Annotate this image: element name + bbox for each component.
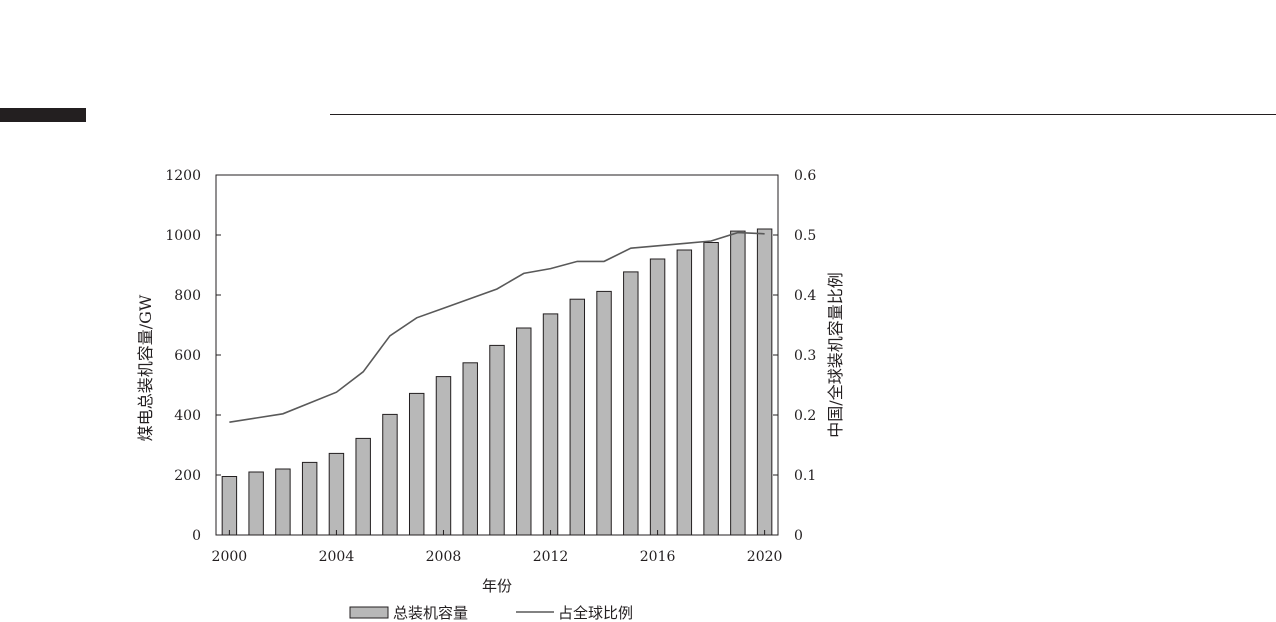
x-tick-label: 2012 (533, 549, 569, 565)
y-tick-label: 0 (192, 528, 201, 544)
bar (248, 471, 264, 536)
bar (516, 327, 532, 536)
x-axis-title: 年份 (482, 577, 512, 595)
bar (596, 290, 612, 536)
tick-labels: 0 200 400 600 800 1000 1200 0 0.1 0.2 0.3 0.4 0.5 0.6… (165, 168, 816, 565)
bar (569, 298, 586, 536)
y2-tick-label: 0.1 (794, 468, 816, 484)
plot-frame (215, 174, 779, 536)
x-tick-label: 2016 (640, 549, 676, 565)
y-tick-label: 1000 (165, 228, 201, 244)
bar (756, 228, 773, 536)
bar (703, 242, 719, 536)
legend-bar-swatch (349, 606, 389, 619)
y-tick-label: 600 (174, 348, 201, 364)
legend: 总装机容量 占全球比例 (349, 604, 633, 622)
share-line (229, 231, 765, 423)
axis-ticks (216, 174, 778, 536)
y2-axis-title: 中国/全球装机容量比例 (826, 272, 845, 437)
line-series (229, 231, 765, 423)
y2-tick-label: 0.5 (794, 228, 816, 244)
bar (301, 461, 318, 536)
bar (623, 271, 639, 536)
header-dark-tab (0, 108, 86, 122)
bar-series (221, 228, 773, 536)
header-rule (330, 114, 1276, 115)
bar (649, 258, 666, 536)
bar (355, 437, 371, 536)
y-tick-label: 1200 (165, 168, 201, 184)
bar (382, 413, 398, 536)
x-tick-label: 2000 (212, 549, 248, 565)
x-tick-label: 2020 (747, 549, 783, 565)
x-tick-label: 2004 (319, 549, 355, 565)
bar (328, 452, 345, 536)
y2-tick-label: 0 (794, 528, 803, 544)
bar (462, 362, 478, 536)
bar (542, 313, 559, 536)
bar (435, 376, 452, 536)
bar (408, 392, 425, 536)
x-tick-label: 2008 (426, 549, 462, 565)
bar (730, 230, 746, 536)
legend-line-label: 占全球比例 (558, 604, 633, 622)
y2-tick-label: 0.4 (794, 288, 816, 304)
bar (489, 344, 505, 536)
y2-tick-label: 0.3 (794, 348, 816, 364)
bar (676, 249, 693, 536)
bar (275, 468, 291, 536)
legend-bar-label: 总装机容量 (393, 604, 468, 622)
bar (221, 476, 238, 536)
y2-tick-label: 0.2 (794, 408, 816, 424)
y-tick-label: 400 (174, 408, 201, 424)
y-tick-label: 200 (174, 468, 201, 484)
y-tick-label: 800 (174, 288, 201, 304)
y-axis-title: 煤电总装机容量/GW (136, 294, 155, 441)
y2-tick-label: 0.6 (794, 168, 816, 184)
